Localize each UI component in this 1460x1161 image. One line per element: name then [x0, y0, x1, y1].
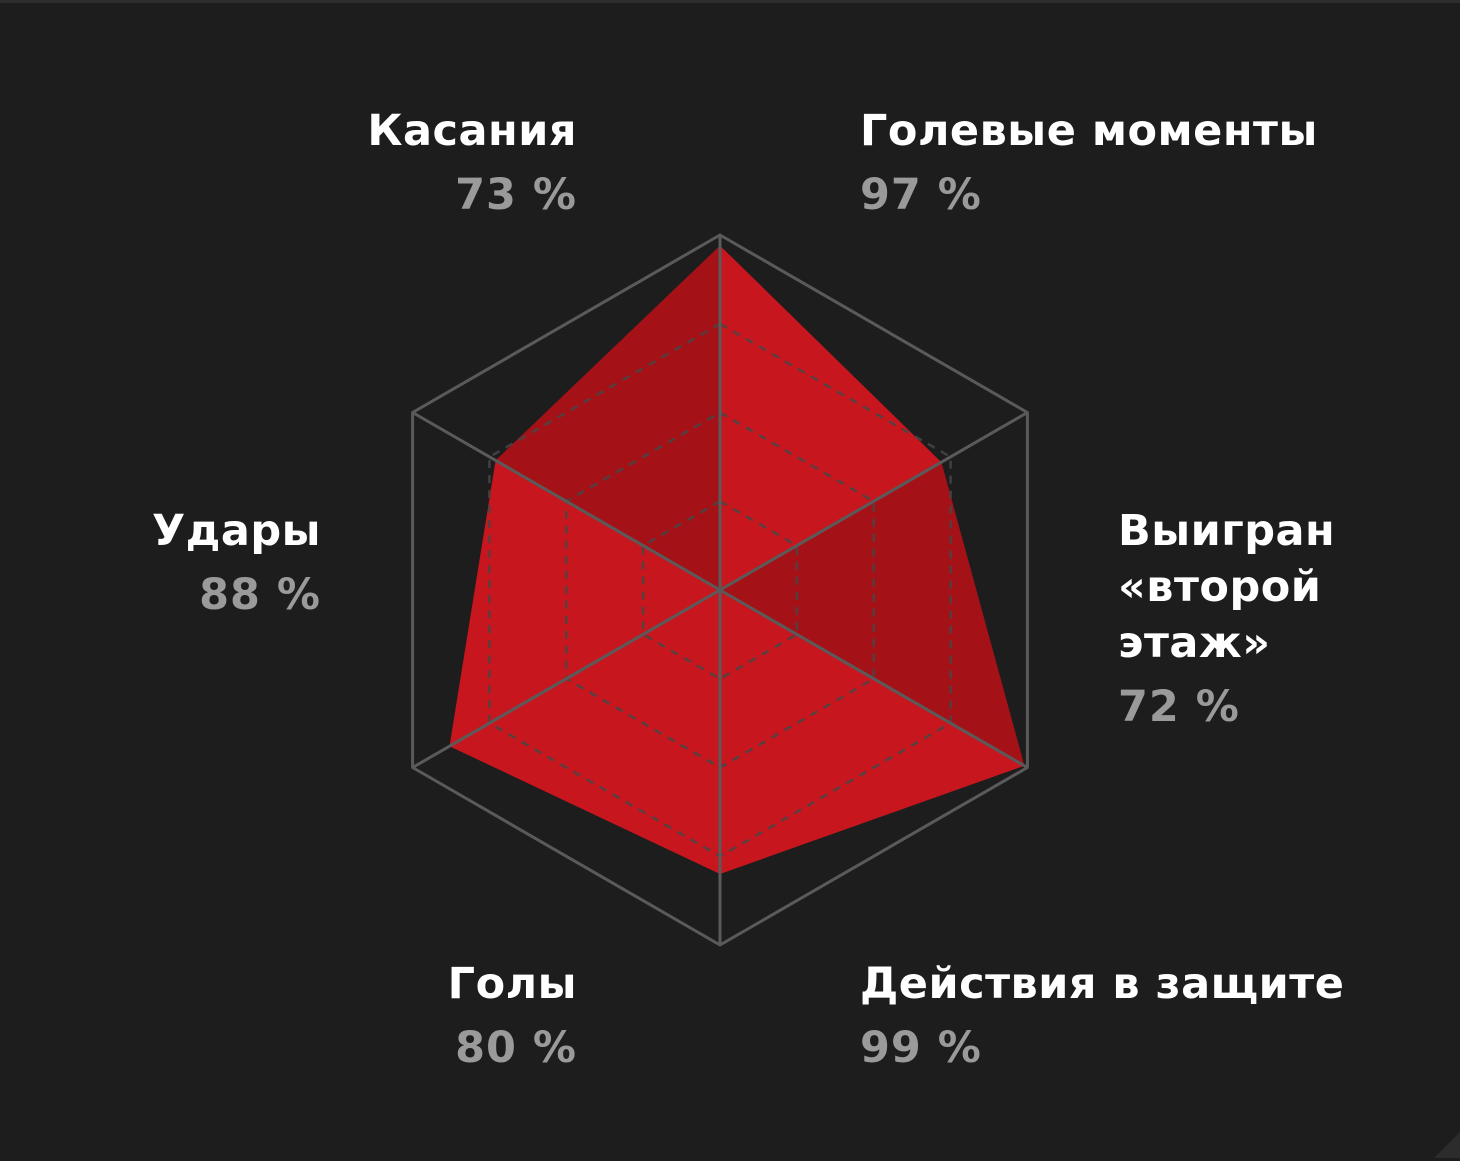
radar-chart	[411, 233, 1029, 947]
axis-label-shots: Удары 88 %	[152, 503, 321, 623]
axis-value-touches: 73 %	[455, 170, 577, 220]
radar-data-area	[449, 245, 1025, 875]
radar-spoke-4	[411, 588, 721, 769]
axis-value-shots: 88 %	[199, 570, 321, 620]
axis-name-defensive: Действия в защите	[860, 959, 1345, 1009]
axis-value-goals: 80 %	[455, 1023, 577, 1073]
axis-name-aerials-line2: «второй	[1118, 562, 1322, 612]
axis-label-chances: Голевые моменты 97 %	[860, 103, 1318, 223]
axis-name-touches: Касания	[367, 106, 577, 156]
axis-name-aerials-line3: этаж»	[1118, 618, 1271, 668]
radar-spoke-2	[719, 588, 1029, 769]
axis-value-defensive: 99 %	[860, 1023, 982, 1073]
axis-name-chances: Голевые моменты	[860, 106, 1318, 156]
radar-shade-upper-left	[495, 245, 720, 590]
axis-name-aerials-line1: Выигран	[1118, 506, 1336, 556]
axis-name-goals: Голы	[447, 959, 577, 1009]
radar-shade-right	[720, 462, 1025, 766]
radar-spoke-1	[719, 411, 1029, 592]
axis-value-chances: 97 %	[860, 170, 982, 220]
axis-label-goals: Голы 80 %	[448, 956, 577, 1076]
axis-label-defensive: Действия в защите 99 %	[860, 956, 1344, 1076]
radar-spoke-5	[411, 411, 721, 592]
axis-value-aerials: 72 %	[1118, 682, 1240, 732]
panel-corner	[1434, 1132, 1460, 1158]
axis-label-aerials: Выигран «второй этаж» 72 %	[1118, 503, 1335, 735]
axis-label-touches: Касания 73 %	[367, 103, 577, 223]
axis-name-shots: Удары	[151, 506, 321, 556]
